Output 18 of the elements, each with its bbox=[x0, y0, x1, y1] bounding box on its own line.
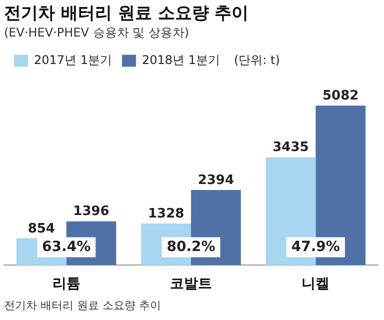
x-tick-label: 코발트 bbox=[170, 276, 212, 292]
data-label: 5082 bbox=[322, 88, 359, 104]
text: 전기차 배터리 원료 소요량 추이 bbox=[4, 298, 161, 313]
annotation: 63.4% bbox=[42, 238, 91, 255]
annotation: 47.9% bbox=[291, 238, 340, 255]
data-label: 1328 bbox=[148, 206, 184, 222]
x-tick-label: 니켈 bbox=[302, 276, 330, 292]
data-label: 854 bbox=[28, 221, 55, 236]
data-label: 3435 bbox=[272, 140, 309, 156]
x-tick-label: 리튬 bbox=[52, 276, 80, 292]
text: (단위: t) bbox=[234, 52, 280, 67]
chart-subtitle: (EV·HEV·PHEV 승용차 및 상용차) bbox=[4, 26, 190, 40]
annotation: 80.2% bbox=[166, 238, 216, 255]
text: 전기차 배터리 원료 소요량 추이 bbox=[4, 4, 249, 24]
legend-label: 2017년 1분기 bbox=[34, 52, 112, 67]
data-label: 1396 bbox=[73, 204, 110, 220]
legend-label: 2018년 1분기 bbox=[142, 52, 220, 67]
data-label: 2394 bbox=[198, 172, 234, 188]
